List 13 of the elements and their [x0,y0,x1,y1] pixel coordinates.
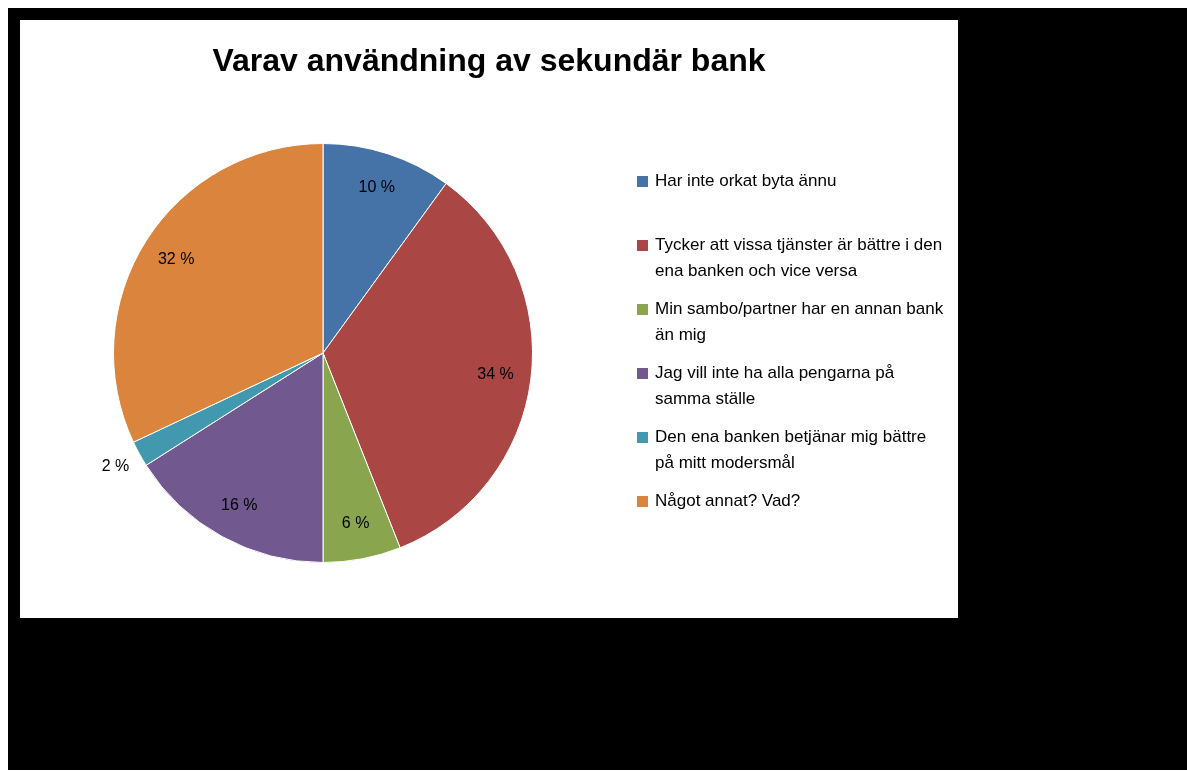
data-label: 34 % [477,365,514,383]
data-label: 6 % [341,514,370,532]
legend-label: Den ena banken betjänar mig bättre på mitt modersmål [655,426,928,474]
chart-title: Varav användning av sekundär bank [211,42,767,79]
legend-label: Jag vill inte ha alla pengarna på samma ställe [655,362,896,410]
legend-label: Tycker att vissa tjänster är bättre i den ena banken och vice versa [655,234,944,282]
data-label: 16 % [221,495,258,513]
data-label: 2 % [101,457,130,475]
legend-label: Min sambo/partner har en annan bank än mig [655,298,945,346]
legend-label: Har inte orkat byta ännu [655,170,837,192]
legend-label: Något annat? Vad? [655,490,801,512]
data-label: 32 % [157,250,195,268]
data-label: 10 % [358,178,395,196]
